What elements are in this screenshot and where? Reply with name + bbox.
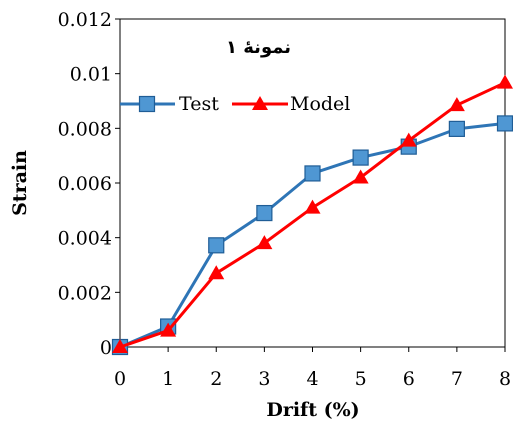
- data-point-test: [304, 165, 321, 182]
- legend: Test Model: [120, 93, 350, 115]
- y-tick-label: 0.006: [58, 173, 112, 195]
- x-tick-label: 6: [403, 368, 415, 390]
- data-point-model: [352, 169, 369, 184]
- legend-marker-model: [252, 96, 268, 110]
- series-layer: [111, 74, 513, 356]
- data-point-model: [304, 199, 321, 214]
- data-point-model: [497, 74, 513, 89]
- data-point-model: [400, 132, 417, 147]
- data-point-model: [112, 339, 128, 353]
- legend-label-test: Test: [179, 93, 219, 115]
- y-tick-label: 0: [100, 337, 112, 359]
- x-axis: 0 1 2 3 4 5 6 7 8: [114, 347, 511, 390]
- x-tick-label: 4: [306, 368, 318, 390]
- y-tick-label: 0.01: [70, 64, 112, 86]
- y-tick-label: 0.008: [58, 118, 112, 140]
- x-tick-label: 3: [258, 368, 270, 390]
- y-tick-label: 0.002: [58, 282, 112, 304]
- series-line-test: [119, 121, 506, 349]
- data-point-test: [448, 120, 465, 137]
- x-tick-label: 1: [162, 368, 174, 390]
- data-point-model: [160, 322, 177, 337]
- x-tick-label: 0: [114, 368, 126, 390]
- data-point-test: [208, 237, 225, 254]
- data-point-test: [496, 115, 513, 132]
- legend-label-model: Model: [290, 93, 350, 115]
- data-point-model: [208, 265, 225, 280]
- chart-annotation: نمونۀ ۱: [226, 37, 291, 58]
- x-tick-label: 2: [210, 368, 222, 390]
- y-axis: 0 0.002 0.004 0.006 0.008 0.01 0.012: [58, 9, 120, 359]
- data-point-test: [352, 149, 369, 166]
- x-tick-label: 7: [451, 368, 463, 390]
- data-point-test: [256, 204, 273, 222]
- y-tick-label: 0.004: [58, 228, 112, 250]
- x-axis-title: Drift (%): [266, 399, 359, 421]
- data-point-model: [256, 235, 273, 250]
- legend-marker-test: [138, 95, 156, 113]
- x-tick-label: 5: [355, 368, 367, 390]
- data-point-model: [448, 97, 465, 112]
- x-tick-label: 8: [499, 368, 511, 390]
- y-axis-title: Strain: [9, 150, 31, 216]
- y-tick-label: 0.012: [58, 9, 112, 31]
- plot-area: [119, 18, 506, 348]
